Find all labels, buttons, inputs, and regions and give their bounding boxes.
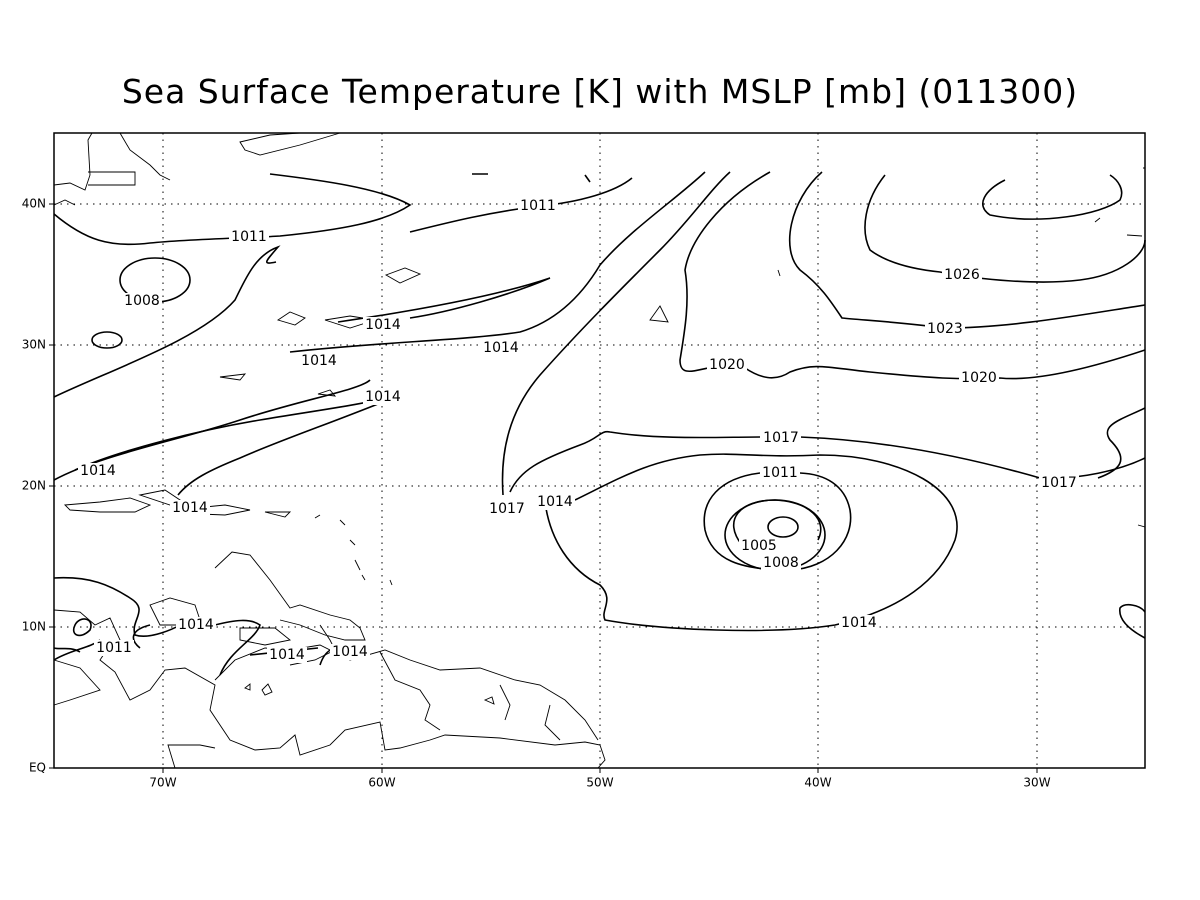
lon-tick-label: 60W: [368, 776, 395, 790]
label-backdrop: [925, 321, 965, 337]
contour-label: 1008: [763, 555, 799, 571]
label-backdrop: [535, 494, 575, 510]
contour-label: 1014: [178, 617, 214, 633]
grid: [49, 133, 1145, 773]
contour-label: 1014: [841, 615, 877, 631]
pressure-contours: [53, 171, 1146, 676]
contour-label: 1011: [96, 640, 132, 656]
contour-label: 1008: [124, 293, 160, 309]
contour-label: 1017: [489, 501, 525, 517]
lon-tick-label: 70W: [149, 776, 176, 790]
contour-label: 1014: [537, 494, 573, 510]
label-backdrop: [78, 463, 118, 479]
contour-label: 1011: [762, 465, 798, 481]
label-backdrop: [761, 430, 801, 446]
contour-line: [53, 576, 261, 676]
contour-label: 1014: [365, 389, 401, 405]
contour-line: [679, 171, 771, 372]
contour-label: 1017: [763, 430, 799, 446]
contour-line: [544, 453, 958, 632]
label-backdrop: [1039, 475, 1079, 491]
contour-line: [732, 499, 822, 546]
lat-tick-label: 20N: [22, 479, 46, 493]
contour-line: [289, 171, 706, 353]
label-backdrop: [176, 617, 216, 633]
contour-line: [53, 245, 281, 398]
lon-tick-label: 30W: [1023, 776, 1050, 790]
label-backdrop: [363, 317, 403, 333]
contour-labels: 1011 1011 1008 1014 1014 1014 1014 1014 1014 1017…: [78, 198, 1079, 663]
label-backdrop: [229, 229, 269, 245]
label-backdrop: [760, 465, 800, 481]
contour-label: 1017: [1041, 475, 1077, 491]
map-frame: [53, 132, 1146, 769]
label-backdrop: [761, 555, 801, 571]
lat-tick-label: EQ: [29, 761, 46, 775]
contour-label: 1023: [927, 321, 963, 337]
label-backdrop: [363, 389, 403, 405]
label-backdrop: [94, 640, 134, 656]
contour-line: [91, 331, 123, 349]
contour-label: 1014: [269, 647, 305, 663]
contour-line: [53, 173, 412, 246]
contour-label: 1011: [520, 198, 556, 214]
label-backdrop: [707, 357, 747, 373]
coastline: [214, 644, 599, 741]
contour-label: 1020: [961, 370, 997, 386]
contour-label: 1020: [709, 357, 745, 373]
contour-label: 1014: [365, 317, 401, 333]
coastline: [53, 132, 341, 206]
lon-tick-label: 50W: [586, 776, 613, 790]
lat-tick-label: 30N: [22, 338, 46, 352]
contour-label: 1005: [741, 538, 777, 554]
label-backdrop: [739, 538, 779, 554]
label-backdrop: [839, 615, 879, 631]
lat-tick-label: 40N: [22, 197, 46, 211]
contour-line: [1097, 407, 1146, 479]
label-backdrop: [299, 353, 339, 369]
contour-label: 1014: [301, 353, 337, 369]
contour-line: [501, 171, 731, 496]
map-title: Sea Surface Temperature [K] with MSLP [m…: [122, 72, 1078, 111]
contour-line: [53, 379, 371, 481]
lon-tick-label: 40W: [804, 776, 831, 790]
lat-tick-label: 10N: [22, 620, 46, 634]
contour-label: 1026: [944, 267, 980, 283]
label-backdrop: [959, 370, 999, 386]
contour-line: [767, 516, 799, 538]
label-backdrop: [170, 500, 210, 516]
label-backdrop: [942, 267, 982, 283]
label-backdrop: [330, 644, 370, 660]
contour-line: [337, 277, 551, 323]
contour-label: 1011: [231, 229, 267, 245]
label-backdrop: [122, 293, 162, 309]
label-backdrop: [267, 647, 307, 663]
contour-line: [982, 174, 1123, 220]
contour-line: [509, 430, 1146, 493]
coastline: [1094, 167, 1146, 528]
contour-label: 1014: [172, 500, 208, 516]
label-backdrop: [481, 340, 521, 356]
label-backdrop: [487, 501, 527, 517]
contour-label: 1014: [483, 340, 519, 356]
contour-line: [744, 349, 1146, 380]
contour-label: 1014: [80, 463, 116, 479]
contour-label: 1014: [332, 644, 368, 660]
contour-line: [788, 171, 1146, 329]
label-backdrop: [518, 198, 558, 214]
